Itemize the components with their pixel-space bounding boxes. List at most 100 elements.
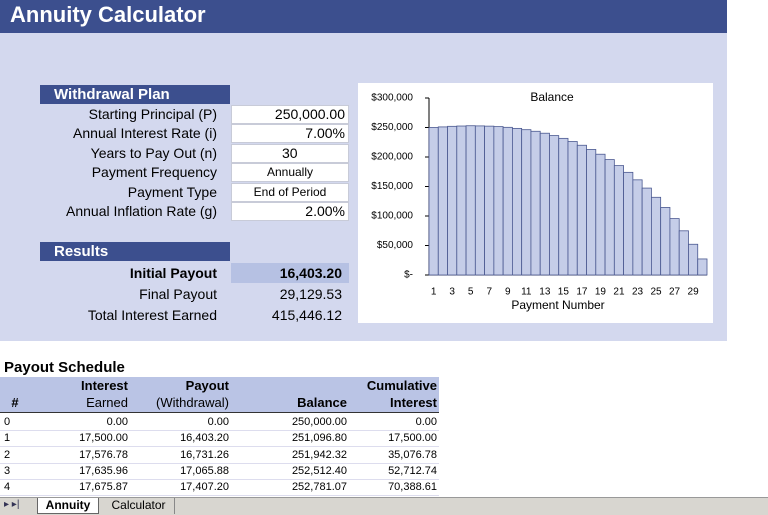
- tab-nav[interactable]: ▸ ▸|: [4, 499, 20, 510]
- cell: 52,712.74: [388, 464, 437, 477]
- y-tick-label: $-: [404, 270, 413, 281]
- column-header: Interest: [81, 378, 128, 393]
- x-tick-label: 25: [650, 287, 662, 298]
- y-tick-label: $100,000: [371, 211, 413, 222]
- input-label: Payment Type: [127, 183, 217, 200]
- table-header-bg: [0, 377, 439, 413]
- x-tick-label: 19: [595, 287, 607, 298]
- input-label: Payment Frequency: [91, 164, 217, 181]
- input-label: Annual Interest Rate (i): [73, 125, 217, 142]
- input-label: Annual Inflation Rate (g): [66, 203, 217, 219]
- row-line: [0, 478, 439, 480]
- page-title: Annuity Calculator: [10, 2, 206, 27]
- cell: 16,731.26: [180, 448, 229, 461]
- cell: 17,500.00: [79, 432, 128, 445]
- bar: [549, 135, 560, 276]
- bar: [493, 126, 504, 276]
- cell: 0.00: [415, 416, 437, 428]
- result-value: 415,446.12: [271, 307, 342, 323]
- bar: [428, 127, 439, 276]
- bar: [650, 196, 662, 276]
- cell: 0.00: [106, 416, 128, 428]
- column-header: #: [11, 395, 19, 410]
- y-tick-label: $300,000: [371, 93, 413, 104]
- y-tick-label: $150,000: [371, 181, 413, 192]
- sheet-tab[interactable]: Annuity: [37, 498, 99, 514]
- bar: [474, 125, 486, 276]
- cell: 17,407.20: [180, 481, 229, 494]
- cell: 35,076.78: [388, 448, 437, 461]
- bar: [669, 218, 680, 276]
- column-header: Cumulative: [366, 378, 437, 393]
- bar: [437, 126, 448, 276]
- bar: [539, 132, 550, 276]
- input-value[interactable]: 7.00%: [231, 124, 349, 144]
- y-tick-label: $200,000: [371, 152, 413, 163]
- x-tick-label: 11: [521, 287, 532, 298]
- cell: 16,403.20: [180, 432, 229, 445]
- cell: 3: [4, 464, 11, 477]
- cell: 0: [4, 416, 11, 428]
- result-label: Initial Payout: [129, 265, 217, 281]
- bar: [511, 127, 523, 276]
- cell: 251,942.32: [291, 448, 347, 461]
- cell: 250,000.00: [291, 416, 347, 428]
- cell: 0.00: [207, 416, 229, 428]
- bar: [623, 171, 634, 276]
- row-line: [0, 462, 439, 464]
- input-label: Years to Pay Out (n): [90, 144, 217, 161]
- bar: [586, 149, 597, 276]
- x-tick-label: 29: [688, 287, 700, 298]
- bar: [484, 125, 495, 276]
- bar: [613, 165, 625, 276]
- table-title: Payout Schedule: [4, 359, 125, 376]
- x-tick-label: 9: [505, 287, 511, 298]
- input-value[interactable]: 2.00%: [231, 202, 349, 221]
- input-value[interactable]: 250,000.00: [231, 105, 349, 124]
- bar: [595, 153, 606, 276]
- bar: [641, 187, 652, 276]
- tab-bar: [0, 497, 768, 515]
- y-tick-label: $50,000: [377, 240, 414, 251]
- result-label: Total Interest Earned: [87, 307, 217, 323]
- cell: 17,576.78: [79, 448, 128, 461]
- x-tick-label: 1: [431, 287, 437, 298]
- bar: [697, 258, 708, 276]
- cell: 17,675.87: [79, 481, 128, 494]
- cell: 17,065.88: [180, 464, 229, 477]
- section-header: Results: [40, 242, 230, 261]
- x-tick-label: 3: [449, 287, 455, 298]
- bar: [632, 179, 643, 276]
- bar: [530, 130, 541, 276]
- cell: 2: [4, 448, 11, 461]
- bar: [456, 125, 467, 276]
- result-value: 29,129.53: [279, 286, 342, 302]
- bar: [502, 126, 513, 276]
- bar: [465, 125, 476, 276]
- x-tick-label: 21: [613, 287, 625, 298]
- sheet-tab[interactable]: Calculator: [103, 498, 175, 514]
- cell: 252,512.40: [291, 464, 347, 477]
- x-tick-label: 5: [468, 287, 474, 298]
- bar: [447, 125, 458, 276]
- bar: [576, 144, 587, 276]
- x-tick-label: 23: [632, 287, 644, 298]
- input-value[interactable]: 30: [231, 143, 349, 163]
- x-tick-label: 17: [576, 287, 588, 298]
- result-label: Final Payout: [139, 286, 217, 302]
- bar: [604, 159, 615, 276]
- chart: Balance Payment Number $- $50,000 $100,000 $1…: [358, 83, 713, 323]
- column-header: (Withdrawal): [156, 395, 229, 410]
- section-header: Withdrawal Plan: [40, 85, 230, 104]
- column-header: Payout: [185, 378, 229, 393]
- input-value[interactable]: Annually: [231, 163, 349, 183]
- input-value[interactable]: End of Period: [231, 182, 349, 202]
- cell: 17,635.96: [79, 464, 128, 477]
- bar: [688, 243, 699, 276]
- result-value: 16,403.20: [231, 263, 349, 283]
- bar: [678, 230, 689, 276]
- row-line: [0, 446, 439, 448]
- column-header: Earned: [86, 395, 128, 410]
- y-tick-label: $250,000: [371, 122, 413, 133]
